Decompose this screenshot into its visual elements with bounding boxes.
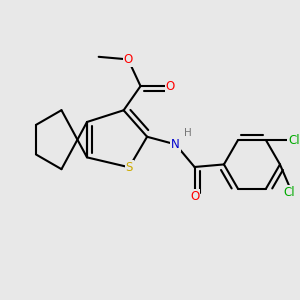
Text: Cl: Cl [283,186,295,199]
Text: H: H [184,128,191,138]
Text: O: O [190,190,199,203]
Text: O: O [123,53,133,66]
Text: N: N [171,138,180,151]
Text: O: O [165,80,175,93]
Text: Cl: Cl [288,134,300,147]
Text: S: S [125,161,133,174]
